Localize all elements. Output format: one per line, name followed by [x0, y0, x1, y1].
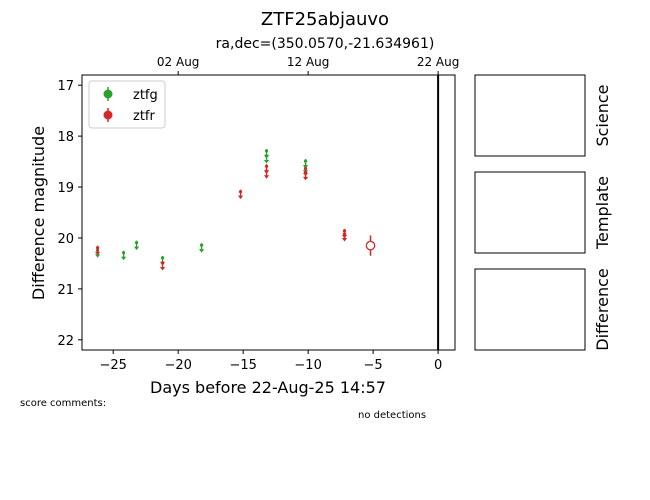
stamp-frame: [474, 171, 586, 254]
upper-limit-marker: [133, 240, 140, 251]
detection-marker: [365, 240, 376, 251]
y-tick-label: 21: [57, 283, 74, 298]
stamp-label: Science: [593, 84, 612, 146]
no-detections-label: no detections: [358, 410, 427, 421]
upper-limit-dot: [121, 251, 126, 255]
legend-marker: [103, 110, 113, 120]
upper-limit-arrow: [120, 256, 127, 261]
upper-limit-dot: [134, 241, 139, 245]
upper-limit-marker: [120, 250, 127, 261]
upper-limit-marker: [263, 169, 270, 179]
x-tick-label: −5: [364, 358, 383, 373]
upper-limit-arrow: [198, 249, 205, 253]
upper-limit-marker: [94, 245, 101, 256]
upper-limit-arrow: [237, 195, 244, 200]
legend-label: ztfg: [133, 88, 158, 103]
legend: ztfg ztfr: [88, 80, 166, 129]
top-tick-label: 12 Aug: [287, 55, 330, 69]
upper-limit-arrow: [159, 266, 166, 271]
x-tick-label: −10: [294, 358, 321, 373]
y-axis-label: Difference magnitude: [29, 126, 48, 300]
y-tick-label: 18: [57, 130, 74, 145]
legend-label: ztfr: [133, 109, 155, 124]
upper-limit-dot: [303, 167, 308, 171]
upper-limit-arrow: [94, 254, 101, 258]
stamp-frame: [474, 268, 586, 351]
upper-limit-marker: [159, 260, 166, 271]
upper-limit-dot: [342, 229, 347, 233]
chart-subtitle: ra,dec=(350.0570,-21.634961): [216, 36, 435, 52]
upper-limit-marker: [263, 154, 270, 164]
data-marks: [94, 75, 440, 350]
legend-marker: [103, 89, 113, 99]
upper-limit-dot: [303, 164, 308, 168]
upper-limit-dot: [95, 246, 100, 250]
upper-limit-dot: [264, 149, 269, 153]
upper-limit-dot: [303, 159, 308, 163]
upper-limit-dot: [264, 169, 269, 173]
y-tick-label: 22: [57, 334, 74, 349]
y-tick-label: 19: [57, 181, 74, 196]
upper-limit-arrow: [302, 176, 309, 181]
top-tick-label: 22 Aug: [417, 55, 460, 69]
upper-limit-dot: [199, 243, 204, 247]
stamp-label: Difference: [593, 268, 612, 350]
upper-limit-dot: [342, 232, 347, 236]
y-tick-label: 17: [57, 79, 74, 94]
upper-limit-arrow: [263, 175, 270, 179]
stamp-label: Template: [593, 176, 612, 250]
upper-limit-dot: [160, 256, 165, 260]
detection-point: [365, 235, 376, 256]
upper-limit-marker: [302, 170, 309, 181]
upper-limit-dot: [238, 190, 243, 194]
upper-limit-marker: [237, 189, 244, 200]
upper-limit-arrow: [133, 246, 140, 251]
upper-limit-arrow: [94, 251, 101, 256]
x-tick-label: −20: [164, 358, 191, 373]
stamp-frame: [474, 74, 586, 157]
upper-limit-arrow: [341, 237, 348, 242]
upper-limit-arrow: [263, 160, 270, 164]
upper-limit-marker: [198, 243, 205, 253]
upper-limit-marker: [341, 231, 348, 242]
image-stamps: Science Template Difference: [474, 74, 612, 351]
score-comments-label: score comments:: [20, 398, 107, 409]
chart-title: ZTF25abjauvo: [261, 9, 389, 30]
upper-limit-dot: [303, 171, 308, 175]
x-tick-label: −25: [99, 358, 126, 373]
upper-limit-dot: [264, 154, 269, 158]
y-tick-label: 20: [57, 232, 74, 247]
x-tick-label: 0: [434, 358, 442, 373]
upper-limit-dot: [264, 164, 269, 168]
x-axis-label: Days before 22-Aug-25 14:57: [150, 378, 386, 397]
plot-area: −25 −20 −15 −10 −5 0 17 18 19 20 21 22 02 Aug 12 Aug 2…: [57, 55, 459, 373]
plot-frame: [81, 74, 456, 351]
top-tick-label: 02 Aug: [157, 55, 200, 69]
upper-limit-dot: [160, 261, 165, 265]
x-tick-label: −15: [229, 358, 256, 373]
